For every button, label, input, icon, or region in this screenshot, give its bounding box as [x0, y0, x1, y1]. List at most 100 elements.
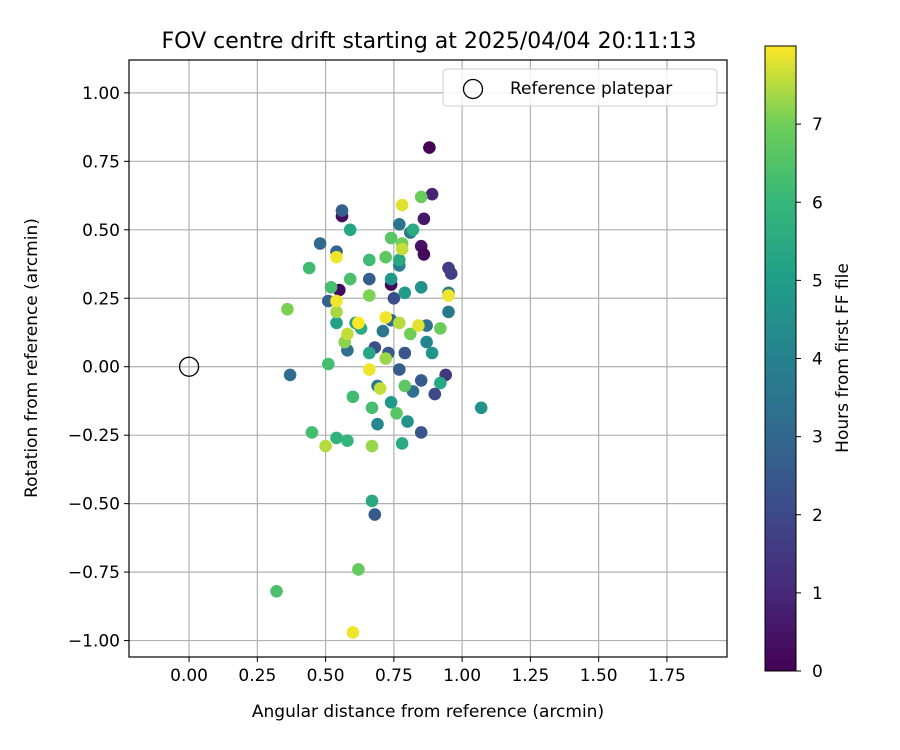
colorbar-tick-label: 1 [812, 584, 823, 604]
data-point [376, 324, 390, 338]
data-point [434, 322, 447, 335]
data-point [368, 508, 382, 521]
y-tick-label: −1.00 [68, 632, 120, 652]
y-tick-label: 1.00 [82, 84, 120, 104]
data-point [474, 401, 488, 415]
colorbar-ticks: 0 1 2 3 4 5 6 7 [796, 115, 823, 682]
y-tick-label: −0.75 [68, 563, 120, 583]
data-point [393, 253, 406, 267]
data-point [343, 272, 357, 286]
x-tick-label: 0.00 [170, 666, 208, 686]
y-tick-label: 0.00 [82, 358, 120, 378]
data-point [425, 187, 439, 201]
legend: Reference platepar [442, 68, 718, 107]
data-point [398, 379, 412, 393]
x-tick-label: 1.50 [580, 666, 618, 686]
data-point [319, 439, 332, 453]
colorbar-tick-label: 6 [812, 193, 823, 213]
data-point [330, 250, 343, 264]
legend-label: Reference platepar [510, 79, 672, 99]
colorbar-label: Hours from first FF file [833, 263, 853, 453]
legend-box [442, 68, 718, 107]
y-tick-label: 0.75 [82, 152, 120, 172]
data-point [417, 212, 431, 226]
data-points [270, 141, 488, 639]
data-point [346, 390, 360, 404]
data-point [401, 415, 414, 428]
plot-area [129, 60, 727, 657]
data-point [417, 248, 431, 261]
data-point [363, 253, 376, 267]
data-point [395, 198, 409, 212]
x-axis-ticks: 0.00 0.25 0.50 0.75 1.00 1.25 1.50 1.75 [170, 657, 686, 686]
x-tick-label: 0.75 [375, 666, 413, 686]
x-tick-label: 1.25 [511, 666, 549, 686]
y-tick-label: −0.50 [68, 495, 120, 515]
y-tick-label: 0.25 [82, 289, 120, 309]
reference-marker-group [178, 356, 200, 377]
data-point [444, 267, 458, 280]
data-point [346, 626, 360, 639]
x-tick-label: 0.25 [238, 666, 276, 686]
data-point [414, 374, 428, 387]
data-point [335, 204, 349, 217]
data-point [373, 382, 387, 395]
y-tick-label: −0.25 [68, 426, 120, 446]
grid-lines [129, 60, 727, 657]
data-point [305, 426, 319, 439]
chart-title: FOV centre drift starting at 2025/04/04 … [162, 29, 697, 54]
data-point [330, 431, 343, 445]
data-point [423, 141, 436, 154]
data-point [398, 286, 412, 300]
data-point [414, 426, 428, 439]
data-point [371, 417, 384, 431]
data-point [313, 237, 327, 250]
axes-frame [128, 59, 728, 658]
reference-platepar-marker [178, 356, 200, 377]
data-point [352, 316, 365, 330]
data-point [283, 368, 297, 382]
data-point [379, 352, 393, 365]
colorbar: 0 1 2 3 4 5 6 7 Hours from first FF file [764, 45, 853, 682]
y-axis-ticks: −1.00 −0.75 −0.50 −0.25 0.00 0.25 0.50 0.75 1.00 [68, 84, 129, 652]
data-point [343, 223, 357, 237]
data-point [270, 585, 283, 598]
data-point [393, 218, 406, 231]
data-point [390, 407, 403, 420]
data-point [330, 294, 343, 308]
data-point [398, 346, 412, 360]
data-point [365, 494, 379, 508]
data-point [302, 261, 316, 275]
data-point [387, 292, 401, 305]
data-point [352, 563, 365, 576]
data-point [322, 357, 335, 371]
data-point [330, 316, 343, 330]
data-point [395, 437, 409, 450]
data-point [442, 305, 455, 319]
legend-marker-circle-icon [462, 78, 484, 100]
data-point [341, 327, 354, 341]
data-point [406, 223, 420, 237]
data-point [384, 231, 398, 245]
colorbar-tick-label: 2 [812, 506, 823, 526]
data-point [395, 242, 409, 256]
colorbar-tick-label: 7 [812, 115, 823, 135]
data-point [404, 327, 417, 341]
data-point [428, 387, 442, 401]
y-tick-label: 0.50 [82, 221, 120, 241]
y-axis-label: Rotation from reference (arcmin) [22, 218, 42, 498]
colorbar-tick-label: 5 [812, 271, 823, 291]
colorbar-tick-label: 3 [812, 428, 823, 448]
data-point [363, 363, 376, 376]
data-point [330, 305, 343, 319]
x-tick-label: 1.75 [648, 666, 686, 686]
data-point [414, 190, 428, 204]
data-point [363, 346, 376, 360]
data-point [442, 289, 455, 302]
data-point [384, 396, 398, 409]
data-point [281, 302, 294, 316]
data-point [384, 272, 398, 286]
data-point [414, 281, 428, 294]
data-point [363, 289, 376, 302]
